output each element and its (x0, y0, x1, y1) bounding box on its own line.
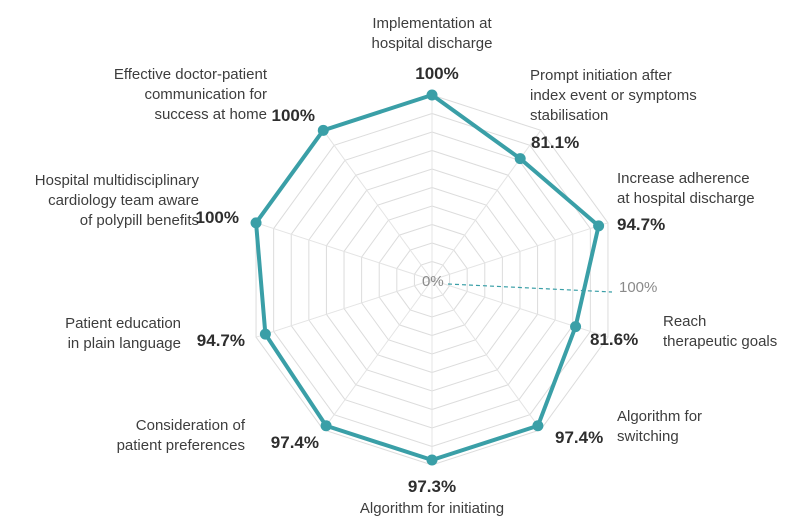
category-label-line: switching (617, 428, 679, 445)
category-label-line: Effective doctor-patient (114, 66, 268, 83)
grid-spoke (322, 130, 433, 281)
value-label: 94.7% (617, 215, 665, 234)
category-label: Consideration of patient preferences (117, 417, 246, 454)
category-label-line: at hospital discharge (617, 190, 755, 207)
grid-spoke (255, 279, 433, 338)
category-label-line: hospital discharge (372, 35, 493, 52)
category-label-line: Implementation at (372, 15, 492, 32)
category-label-line: stabilisation (530, 107, 608, 124)
value-label: 97.4% (555, 428, 603, 447)
data-point (426, 89, 438, 101)
grid-spoke (431, 222, 609, 281)
category-label-line: in plain language (68, 335, 181, 352)
data-point (593, 220, 605, 232)
value-label: 100% (196, 208, 239, 227)
category-label-line: Patient education (65, 315, 181, 332)
category-label-line: Hospital multidisciplinary (35, 172, 200, 189)
radar-axis-reference: 0% 100% (422, 273, 657, 296)
category-label-line: Consideration of (136, 417, 246, 434)
data-point (317, 124, 329, 136)
category-label-line: cardiology team aware (48, 192, 199, 209)
category-label-line: Prompt initiation after (530, 67, 672, 84)
category-label-line: success at home (154, 106, 267, 123)
category-label-line: patient preferences (117, 437, 245, 454)
category-label: Reach therapeutic goals (663, 313, 777, 350)
data-point (250, 217, 262, 229)
category-label: Prompt initiation after index event or sy… (530, 67, 697, 124)
category-label-line: index event or symptoms (530, 87, 697, 104)
category-label: Effective doctor-patient communication fo… (114, 66, 268, 123)
category-label: Increase adherence at hospital discharge (617, 170, 755, 207)
category-label: Algorithm for initiating (360, 500, 504, 517)
radar-series (250, 89, 605, 466)
category-label: Algorithm for switching (617, 408, 702, 445)
category-label: Hospital multidisciplinary cardiology tea… (35, 172, 200, 229)
axis-min-label: 0% (422, 273, 444, 290)
category-label-line: of polypill benefits (80, 212, 199, 229)
data-point (532, 420, 544, 432)
category-label-line: therapeutic goals (663, 333, 777, 350)
category-label-line: Increase adherence (617, 170, 750, 187)
category-label-line: Algorithm for (617, 408, 702, 425)
grid-spoke (322, 279, 433, 430)
data-point (320, 420, 332, 432)
category-label-line: Algorithm for initiating (360, 500, 504, 517)
data-point (570, 321, 582, 333)
axis-max-label: 100% (619, 279, 657, 296)
category-label: Patient education in plain language (65, 315, 181, 352)
category-label-line: communication for (144, 86, 267, 103)
data-point (426, 454, 438, 466)
value-label: 97.4% (271, 433, 319, 452)
axis-reference-line (447, 283, 613, 293)
value-label: 97.3% (408, 477, 456, 496)
category-label: Implementation at hospital discharge (372, 15, 493, 52)
value-label: 100% (415, 64, 458, 83)
value-label: 94.7% (197, 331, 245, 350)
radar-labels: Implementation at hospital discharge 100% P… (35, 15, 777, 517)
category-label-line: Reach (663, 313, 706, 330)
value-label: 81.6% (590, 330, 638, 349)
grid-spoke (431, 130, 542, 281)
grid-spoke (255, 222, 433, 281)
grid-spoke (431, 279, 542, 430)
value-label: 100% (272, 106, 315, 125)
value-label: 81.1% (531, 133, 579, 152)
data-point (514, 153, 526, 165)
data-point (259, 328, 271, 340)
